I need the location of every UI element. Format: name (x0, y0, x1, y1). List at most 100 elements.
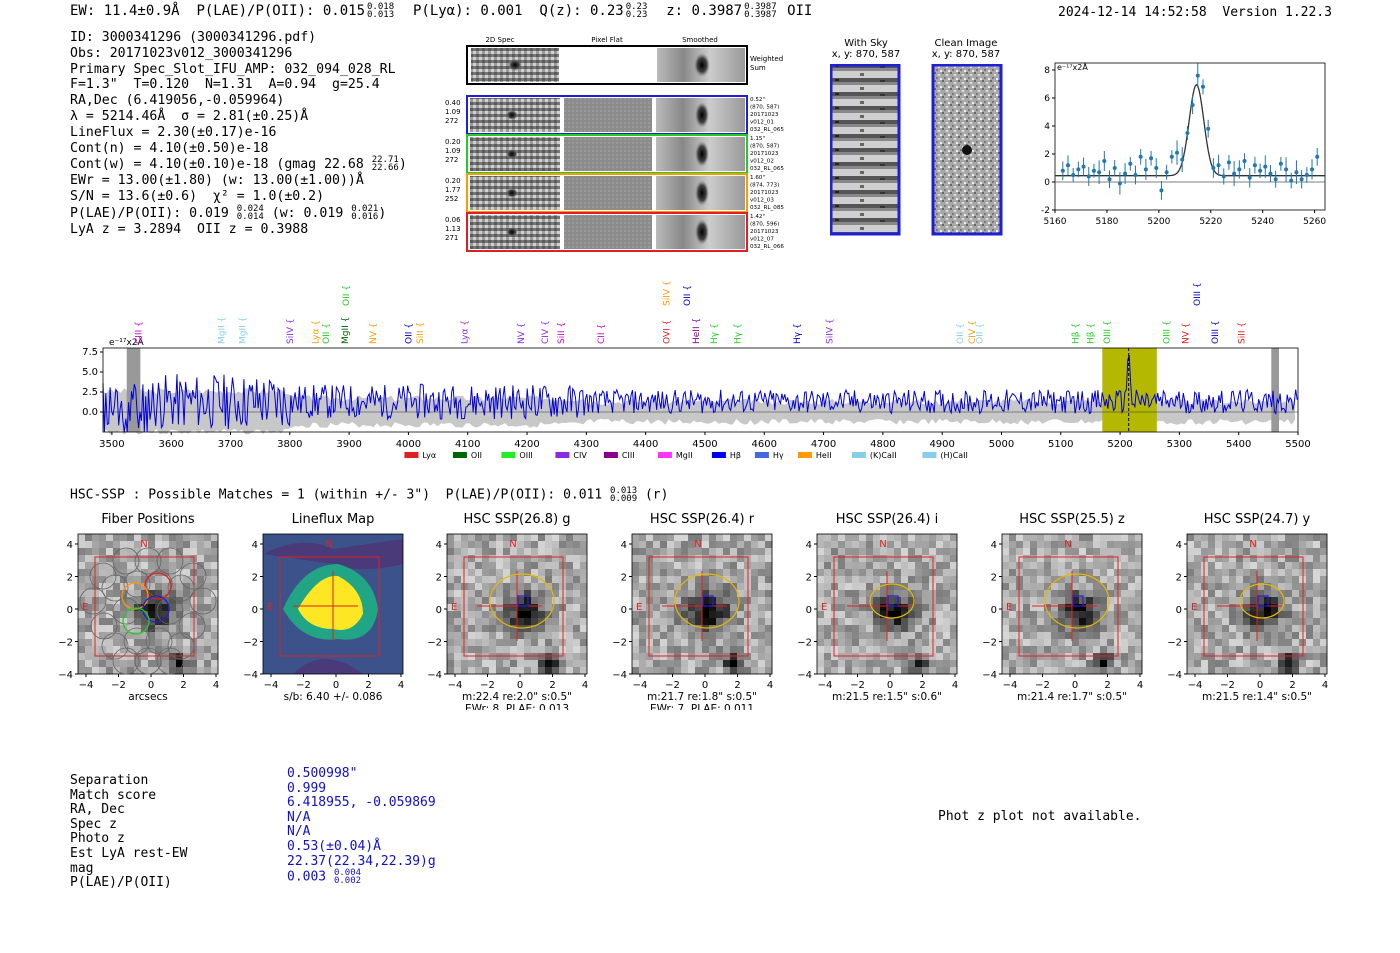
fit-data-point (1138, 154, 1143, 159)
plae2-w-upper: 0.021 (351, 203, 379, 214)
fit-data-point (1169, 154, 1174, 159)
source-ellipse (489, 573, 555, 629)
hsc-aperture-box (94, 556, 195, 657)
fit-data-point (1304, 173, 1309, 177)
spec-xtick-label: 4600 (752, 439, 777, 450)
hsc-panel: Lineflux Map N E 4 −4 2 −2 0 0 −2 2 −4 4 s/b: 6.40 +/… (233, 510, 433, 725)
spec-xtick-label: 3900 (336, 439, 361, 450)
match-marker (1257, 595, 1269, 607)
spec-xtick-label: 3700 (218, 439, 243, 450)
observation-id: Obs: 20171023v012_3000341296 (70, 45, 293, 61)
detection-id: ID: 3000341296 (3000341296.pdf) (70, 30, 317, 45)
hsc-xtick-label: 0 (887, 680, 893, 691)
east-label: E (1006, 602, 1012, 613)
fit-data-point (1185, 131, 1190, 135)
legend-swatch (711, 452, 726, 458)
fiber-smoothed-source (695, 180, 709, 206)
fiber-left-label: 271 (445, 234, 458, 242)
col-header-pixelflat: Pixel Flat (591, 36, 623, 44)
fiber-left-label: 0.06 (445, 216, 461, 224)
spec-line-id: CII { (597, 324, 607, 344)
spec-line-id: NV { (1181, 323, 1191, 344)
z-value: z: 0.3987 (666, 3, 743, 19)
fiber-right-label: 1.15" (750, 136, 765, 142)
fit-model-curve (1055, 83, 1325, 177)
legend-label: CIV (573, 451, 587, 460)
spec-line-id: SiII { (557, 322, 567, 344)
ew-rest: EWr = 13.00(±1.80) (w: 13.00(±1.00))Å (70, 173, 364, 189)
z-lower: 0.3987 (744, 10, 777, 20)
hsc-caption: s/b: 6.40 +/- 0.086 (284, 691, 383, 703)
spec-line-id: OII { (956, 323, 966, 344)
fit-data-point (1284, 167, 1289, 172)
fiber-source (506, 110, 518, 120)
spec-xtick-label: 5300 (1167, 439, 1192, 450)
fiber-pixelflat (564, 176, 652, 210)
fiber-right-label: 20171023 (750, 190, 779, 196)
hsc-xtick-label: 2 (365, 680, 371, 691)
match-marker (517, 595, 529, 607)
hsc-panel-title: Fiber Positions (101, 512, 195, 527)
fiber-source (506, 227, 518, 237)
hsc-ytick-label: 2 (806, 573, 812, 584)
fiber-right-label: v012_03 (750, 198, 774, 204)
fit-data-point (1252, 163, 1257, 168)
spec-line-id: OIII { (1211, 320, 1221, 344)
hsc-caption: m:21.5 re:1.5" s:0.6" (832, 691, 942, 703)
spec-xtick-label: 3800 (277, 439, 302, 450)
qz-lower: 0.23 (625, 10, 648, 20)
hsc-plae-lower: 0.009 (610, 494, 638, 504)
match-specz: N/A (287, 809, 311, 825)
match-separation: 0.500998" (287, 766, 358, 781)
col-header-smoothed: Smoothed (682, 36, 718, 44)
clean-header: Clean Image x, y: 870, 587 (928, 38, 1004, 60)
fiber-smoothed-source (695, 141, 709, 167)
fiber-circles (79, 547, 217, 675)
gmag-lower: 22.66 (371, 163, 399, 174)
north-label: N (509, 539, 516, 550)
hsc-panel-plot: N E 4 −4 2 −2 0 0 −2 2 −4 4 s/b: 6.40 +/- 0.086 (243, 533, 404, 703)
hsc-panel-title: HSC SSP(25.5) z (1019, 512, 1125, 527)
fit-data-point (1154, 166, 1159, 170)
spec-xtick-label: 4200 (514, 439, 539, 450)
spec-xtick-label: 4100 (455, 439, 480, 450)
fit-data-point (1076, 167, 1081, 172)
east-label: E (451, 602, 457, 613)
hsc-aperture-box (279, 556, 380, 657)
fit-data-point (1206, 126, 1211, 131)
continuum-narrow: Cont(n) = 4.10(±0.50)e-18 (70, 140, 269, 156)
fiber-left-label: 252 (445, 195, 458, 203)
fiber-pixelflat (564, 137, 652, 171)
fiber-blue (142, 595, 170, 623)
legend-label: (K)CaII (870, 451, 897, 460)
match-values: 0.500998" 0.999 6.418955, -0.059869 N/A N/A 0… (287, 766, 436, 885)
spec-line-id: Lyα { (311, 320, 321, 344)
fiber-right-label: 032_RL_085 (750, 205, 784, 211)
hsc-xtick-label: 0 (517, 680, 523, 691)
hsc-xtick-label: 0 (1257, 680, 1263, 691)
spec-error-band (103, 388, 1295, 435)
hsc-xtick-label: −4 (79, 680, 94, 691)
clean-title: Clean Image (934, 38, 998, 49)
z-upper: 0.3987 (744, 2, 777, 12)
fit-data-point (1143, 167, 1148, 172)
spec-xtick-label: 5000 (989, 439, 1014, 450)
plae-upper: 0.018 (367, 2, 395, 12)
fit-data-point (1258, 168, 1263, 173)
plae-ratio: P(LAE)/P(OII): 0.019 0.024 0.014 (w: 0.01… (70, 203, 387, 222)
fit-xtick-label: 5160 (1044, 217, 1067, 227)
hsc-panel: HSC SSP(26.4) i N E 4 −4 2 −2 0 0 −2 2 −4 4 m:21.5 re… (787, 510, 987, 725)
hsc-xtick-label: −4 (633, 680, 648, 691)
hsc-caption: m:21.7 re:1.8" s:0.5" (647, 691, 757, 703)
legend-swatch (657, 452, 672, 458)
hsc-xtick-label: 2 (549, 680, 555, 691)
fit-data-point (1211, 166, 1216, 170)
fit-data-point (1081, 164, 1086, 169)
spec-line-id: OIII { (1162, 320, 1172, 344)
fit-data-point (1180, 157, 1185, 162)
hsc-xtick-label: −2 (1035, 680, 1050, 691)
east-label: E (267, 602, 273, 613)
spec-xtick-label: 4800 (870, 439, 895, 450)
plae-lower: 0.013 (367, 10, 395, 20)
